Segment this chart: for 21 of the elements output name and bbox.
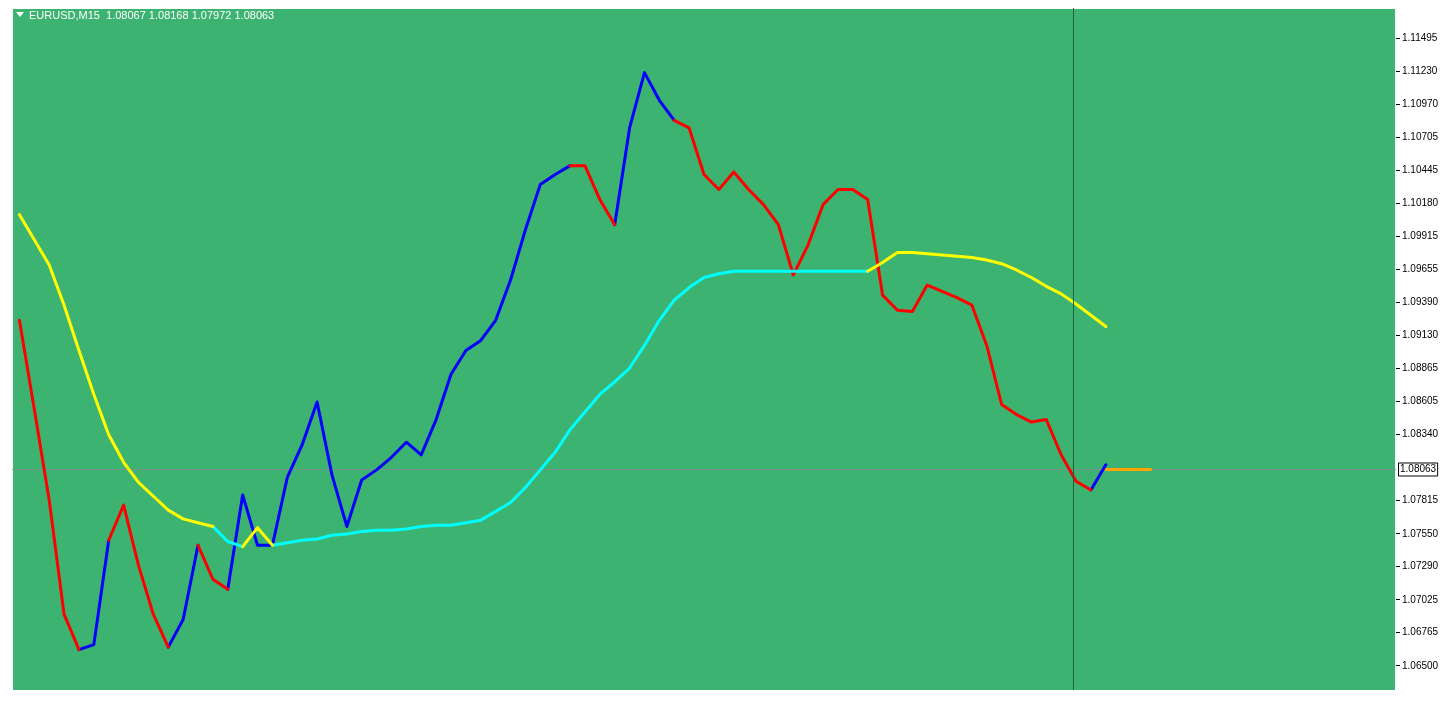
y-tick-label: 1.11230 [1402,65,1438,77]
y-tick-label: 1.10445 [1402,163,1439,175]
y-tick-label: 1.08605 [1402,395,1439,407]
y-tick-label: 1.08340 [1402,428,1439,440]
y-tick-label: 1.09915 [1402,230,1439,242]
y-tick-label: 1.08865 [1402,362,1439,374]
ref-line-label: 1.08063 [1400,463,1437,475]
y-tick-label: 1.09655 [1402,263,1439,275]
y-tick-label: 1.10180 [1402,197,1439,209]
chart-title: EURUSD,M15 1.08067 1.08168 1.07972 1.08063 [29,9,275,22]
y-tick-label: 1.07815 [1402,494,1439,506]
y-tick-label: 1.07550 [1402,527,1439,539]
y-tick-label: 1.09390 [1402,296,1439,308]
y-tick-label: 1.06765 [1402,626,1439,638]
y-tick-label: 1.09130 [1402,329,1439,341]
y-tick-label: 1.10705 [1402,131,1439,143]
y-tick-label: 1.10970 [1402,97,1439,109]
y-tick-label: 1.06500 [1402,659,1439,671]
y-tick-label: 1.07025 [1402,593,1439,605]
y-tick-label: 1.07290 [1402,560,1439,572]
y-tick-label: 1.11495 [1402,31,1438,43]
